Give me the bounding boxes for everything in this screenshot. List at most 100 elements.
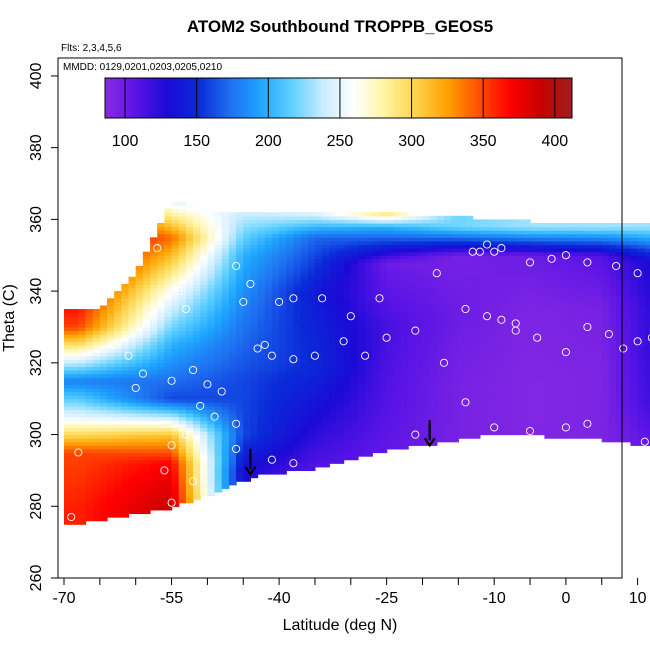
heat-cell <box>121 438 130 443</box>
heat-cell <box>107 506 115 511</box>
heat-cell <box>185 348 194 353</box>
heat-cell <box>300 323 309 328</box>
heat-cell <box>494 298 502 303</box>
heat-cell <box>322 280 330 285</box>
heat-cell <box>128 309 137 314</box>
heat-cell <box>501 305 510 310</box>
heat-cell <box>257 262 266 267</box>
heat-cell <box>573 384 581 389</box>
heat-cell <box>372 427 381 432</box>
heat-cell <box>207 387 216 393</box>
heat-cell <box>78 319 87 324</box>
heat-cell <box>515 387 524 393</box>
heat-cell <box>300 291 309 296</box>
heat-cell <box>293 413 302 418</box>
heat-cell <box>178 222 187 228</box>
heat-cell <box>472 237 481 242</box>
heat-cell <box>436 434 445 439</box>
heat-cell <box>487 240 495 246</box>
heat-cell <box>372 269 381 274</box>
heat-cell <box>472 380 481 385</box>
heat-cell <box>243 456 252 461</box>
heat-cell <box>171 456 180 461</box>
heat-cell <box>300 445 309 450</box>
heat-cell <box>207 334 216 339</box>
heat-cell <box>365 420 373 425</box>
heat-cell <box>264 233 273 238</box>
heat-cell <box>451 362 459 368</box>
heat-cell <box>171 448 180 454</box>
heat-cell <box>494 219 502 224</box>
heat-cell <box>551 409 560 414</box>
heat-cell <box>565 305 574 310</box>
heat-cell <box>408 337 416 342</box>
heat-cell <box>221 380 230 385</box>
heat-cell <box>479 416 488 421</box>
heat-cell <box>422 294 431 299</box>
heat-cell <box>494 330 502 335</box>
heat-cell <box>185 438 194 443</box>
heat-cell <box>257 301 266 307</box>
heat-cell <box>135 477 144 482</box>
heat-cell <box>164 262 173 267</box>
heat-cell <box>142 262 151 267</box>
heat-cell <box>530 251 538 256</box>
heat-cell <box>465 298 474 303</box>
heat-cell <box>193 266 201 271</box>
heat-cell <box>164 319 173 324</box>
heat-cell <box>537 301 545 307</box>
heat-cell <box>257 273 266 278</box>
heat-cell <box>350 452 359 457</box>
heat-cell <box>587 291 596 296</box>
heat-cell <box>185 273 194 278</box>
heat-cell <box>128 305 137 310</box>
heat-cell <box>200 233 208 238</box>
heat-cell <box>264 226 273 231</box>
heat-cell <box>142 506 151 511</box>
heat-cell <box>386 420 395 425</box>
heat-cell <box>228 219 237 224</box>
heat-cell <box>178 463 187 468</box>
heat-cell <box>508 301 517 307</box>
heat-cell <box>357 387 366 393</box>
heat-cell <box>365 312 373 317</box>
heat-cell <box>537 287 545 292</box>
heat-cell <box>386 445 395 450</box>
heat-cell <box>243 291 252 296</box>
heat-cell <box>157 251 165 256</box>
heat-cell <box>293 427 302 432</box>
heat-cell <box>544 326 553 332</box>
heat-cell <box>85 373 94 378</box>
heat-cell <box>207 283 216 289</box>
heat-cell <box>293 445 302 450</box>
heat-cell <box>386 384 395 389</box>
heat-cell <box>171 355 180 360</box>
heat-cell <box>422 359 431 364</box>
heat-cell <box>279 344 287 350</box>
heat-cell <box>107 391 115 396</box>
heat-cell <box>243 362 252 368</box>
heat-cell <box>71 517 79 522</box>
heat-cell <box>508 230 517 235</box>
heat-cell <box>92 319 101 324</box>
heat-cell <box>271 395 280 400</box>
heat-cell <box>400 344 409 350</box>
heat-cell <box>114 362 122 368</box>
heat-cell <box>279 352 287 357</box>
heat-cell <box>565 355 574 360</box>
heat-cell <box>422 262 431 267</box>
heat-cell <box>279 222 287 228</box>
heat-cell <box>64 312 72 317</box>
heat-cell <box>522 384 531 389</box>
heat-cell <box>307 384 316 389</box>
heat-cell <box>537 337 545 342</box>
heat-cell <box>85 395 94 400</box>
heat-cell <box>99 499 108 504</box>
heat-cell <box>379 416 388 421</box>
heat-cell <box>329 448 338 454</box>
heat-cell <box>150 438 158 443</box>
heat-cell <box>400 445 409 450</box>
heat-cell <box>350 420 359 425</box>
heat-cell <box>322 373 330 378</box>
heat-cell <box>121 359 130 364</box>
